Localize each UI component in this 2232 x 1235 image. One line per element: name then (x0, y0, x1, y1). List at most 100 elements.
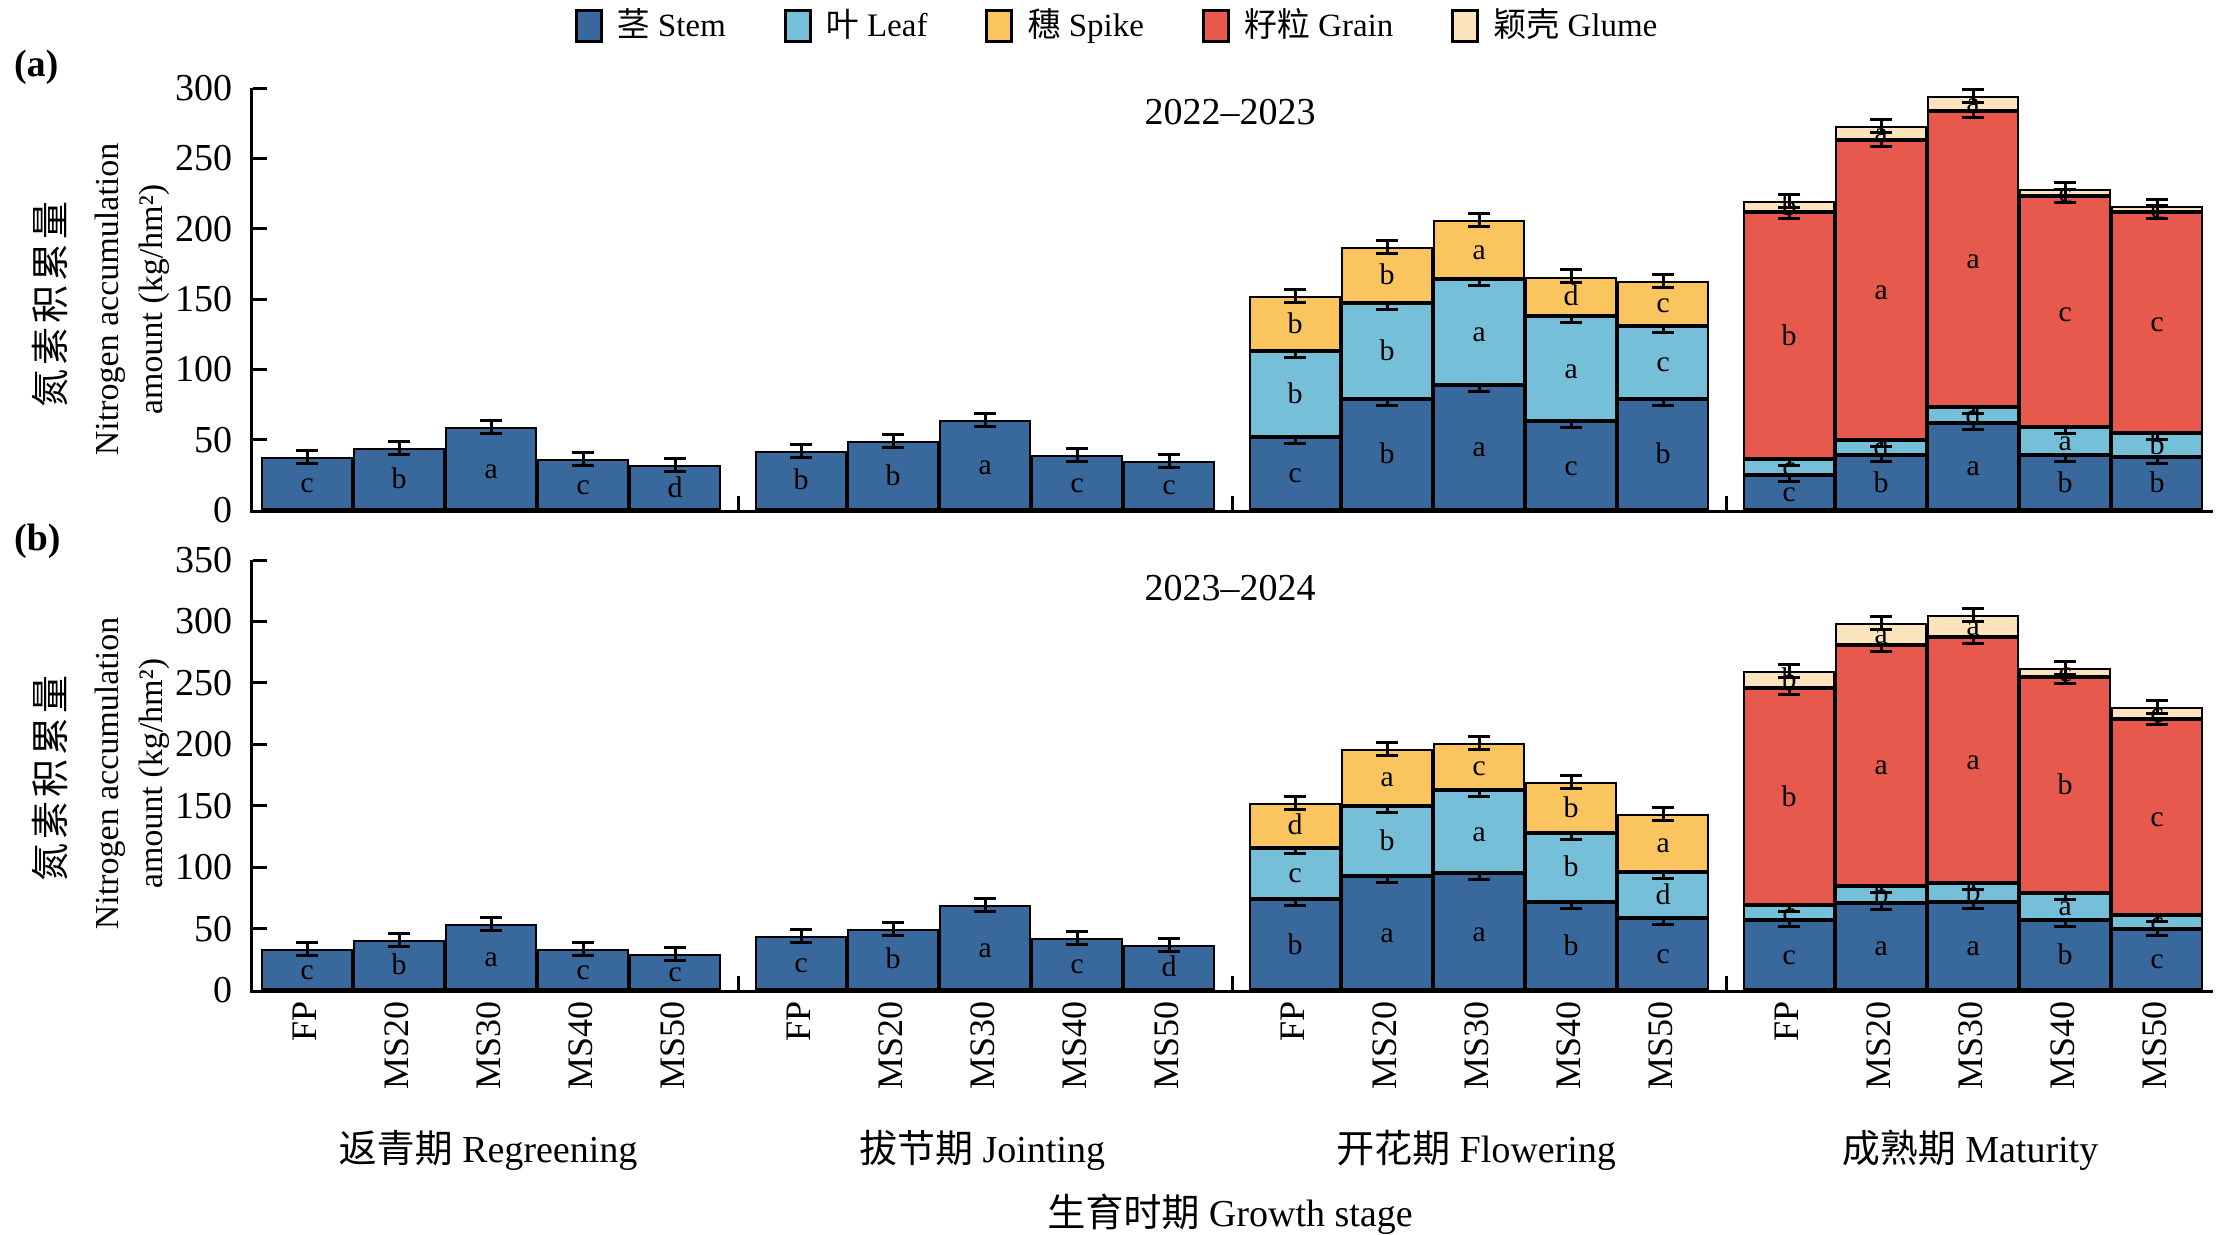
error-bar (305, 448, 309, 465)
bar-segment-stem (1031, 938, 1123, 990)
bar-segment-stem (1927, 422, 2019, 510)
bar-segment-leaf (1341, 805, 1433, 876)
bar-segment-stem (939, 419, 1031, 510)
bar-segment-spike (1249, 296, 1341, 352)
error-bar-cap (1468, 794, 1490, 798)
y-tick-mark (253, 681, 267, 685)
legend-item-leaf: 叶 Leaf (783, 6, 927, 46)
y-axis-label-zh-panel-b: 氮素积累量 (31, 671, 73, 882)
error-bar (673, 946, 677, 963)
error-bar-cap (1962, 888, 1984, 892)
legend-swatch-leaf-icon (783, 9, 812, 43)
error-bar (1661, 272, 1665, 289)
error-bar-cap (1778, 662, 1800, 666)
y-tick-label: 50 (194, 418, 232, 461)
bar-segment-stem (1031, 455, 1123, 510)
bar-segment-leaf (1341, 303, 1433, 399)
x-group-boundary-tick (1230, 496, 1234, 510)
error-bar-cap (480, 432, 502, 435)
error-bar (1569, 268, 1573, 285)
error-bar-cap (1962, 101, 1984, 105)
bar-segment-spike (1249, 803, 1341, 848)
error-bar-cap (2146, 933, 2168, 937)
error-bar-cap (1376, 251, 1398, 255)
error-bar-cap (2146, 699, 2168, 703)
error-bar (1787, 662, 1791, 679)
y-tick-mark (253, 927, 267, 931)
group-label-1: 返青期 Regreening (338, 1129, 638, 1171)
x-group-boundary-tick (736, 496, 740, 510)
error-bar-cap (1962, 642, 1984, 646)
error-bar-cap (572, 464, 594, 468)
error-bar (1477, 735, 1481, 752)
error-bar-cap (1560, 906, 1582, 910)
error-bar-cap (572, 941, 594, 945)
error-bar-cap (1284, 795, 1306, 799)
error-bar-cap (790, 455, 812, 459)
error-bar-cap (2054, 897, 2076, 901)
bar-segment-stem (1617, 398, 1709, 510)
bar-segment-stem (1249, 899, 1341, 990)
bar-segment-stem (353, 448, 445, 510)
error-bar (1385, 741, 1389, 758)
error-bar-cap (1962, 607, 1984, 611)
error-bar-cap (1376, 810, 1398, 814)
bar-segment-stem (1617, 917, 1709, 990)
legend-label-spike: 穗 Spike (1027, 8, 1144, 44)
error-bar-cap (1376, 880, 1398, 884)
error-bar-cap (1870, 117, 1892, 121)
bar-segment-grain (2019, 676, 2111, 893)
bar-segment-grain (1927, 110, 2019, 408)
bar-segment-stem (1433, 384, 1525, 510)
y-tick-label: 100 (175, 348, 232, 391)
error-bar (1569, 774, 1573, 791)
bar-segment-spike (1617, 814, 1709, 873)
error-bar (1879, 117, 1883, 134)
y-tick-mark (253, 86, 267, 90)
legend-label-stem: 茎 Stem (616, 8, 726, 44)
bar-segment-leaf (1433, 279, 1525, 385)
legend-item-glume: 颖壳 Glume (1451, 6, 1657, 46)
bar-segment-leaf (1617, 325, 1709, 399)
y-tick-mark (253, 558, 267, 562)
error-bar (891, 920, 895, 937)
error-bar-cap (2146, 461, 2168, 465)
error-bar-cap (1870, 627, 1892, 631)
bar-segment-grain (1835, 140, 1927, 440)
error-bar-cap (1560, 320, 1582, 324)
error-bar-cap (1652, 922, 1674, 926)
error-bar-cap (882, 433, 904, 437)
error-bar-cap (1778, 192, 1800, 196)
error-bar-cap (1652, 285, 1674, 289)
error-bar-cap (2054, 681, 2076, 685)
panel-b-title: 2023–2024 (1144, 567, 1316, 609)
error-bar-cap (480, 419, 502, 422)
y-tick-mark (253, 227, 267, 231)
error-bar-cap (1962, 906, 1984, 910)
error-bar-cap (1560, 837, 1582, 841)
group-label-4: 成熟期 Maturity (1841, 1129, 2099, 1171)
bar-segment-grain (2019, 196, 2111, 428)
error-bar-cap (1284, 904, 1306, 908)
error-bar-cap (1652, 272, 1674, 276)
error-bar-cap (1468, 748, 1490, 752)
bar-segment-grain (1743, 211, 1835, 460)
bar-segment-stem (353, 939, 445, 990)
error-bar-cap (1560, 268, 1582, 272)
error-bar-cap (2054, 194, 2076, 198)
error-bar-cap (1158, 452, 1180, 456)
bar-segment-stem (1341, 398, 1433, 510)
error-bar-cap (1468, 389, 1490, 393)
error-bar-cap (1560, 774, 1582, 778)
legend-item-grain: 籽粒 Grain (1201, 6, 1393, 46)
error-bar (1971, 88, 1975, 105)
error-bar-cap (1066, 943, 1088, 947)
y-tick-mark (253, 865, 267, 869)
error-bar (2155, 699, 2159, 716)
error-bar-cap (572, 451, 594, 455)
error-bar-cap (2054, 673, 2076, 677)
y-tick-label: 0 (213, 969, 232, 1011)
